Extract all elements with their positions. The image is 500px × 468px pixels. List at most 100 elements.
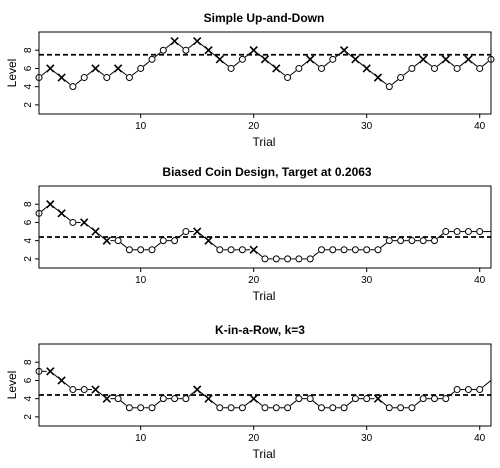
data-point-circle [374, 246, 382, 254]
data-point-circle [408, 64, 416, 72]
data-point-circle [35, 209, 43, 217]
data-point-circle [272, 255, 280, 263]
x-axis-label: Trial [253, 135, 276, 149]
data-point-cross [102, 236, 111, 245]
data-point-cross [46, 200, 55, 209]
series-segment [120, 242, 127, 248]
data-point-circle [69, 218, 77, 226]
data-point-circle [125, 246, 133, 254]
y-axis-label: Level [5, 59, 19, 88]
y-axis-label: Level [5, 371, 19, 400]
y-tick-label: 6 [23, 65, 34, 71]
series-segment [233, 61, 240, 67]
y-tick-label: 4 [23, 83, 34, 89]
x-tick-label: 20 [248, 275, 260, 286]
data-point-cross [46, 367, 55, 376]
panel-simple-up-and-down: Simple Up-and-Down 2 4 6 8 10 20 30 40 Trial L… [5, 11, 495, 149]
plot-frame [38, 185, 492, 269]
data-point-circle [171, 395, 179, 403]
y-tick-label: 8 [23, 47, 34, 53]
data-point-circle [35, 74, 43, 82]
chart-title: Biased Coin Design, Target at 0.2063 [162, 165, 372, 179]
data-point-circle [103, 74, 111, 82]
data-point-circle [318, 404, 325, 412]
data-point-circle [306, 255, 314, 263]
data-point-cross [260, 55, 270, 64]
data-point-circle [431, 237, 438, 245]
data-point-cross [193, 227, 202, 236]
data-point-cross [57, 209, 66, 218]
data-point-circle [318, 246, 325, 254]
data-point-cross [362, 64, 371, 73]
data-point-circle [159, 237, 167, 245]
plot-area [35, 367, 492, 412]
data-point-cross [57, 376, 66, 385]
data-point-circle [408, 237, 416, 245]
data-point-circle [114, 395, 122, 403]
data-point-circle [340, 246, 348, 254]
data-point-circle [329, 246, 337, 254]
data-point-cross [272, 64, 281, 73]
data-point-circle [306, 395, 314, 403]
data-point-circle [171, 237, 179, 245]
y-axis: 2 4 6 8 [23, 47, 39, 108]
series-segment [154, 52, 161, 58]
data-point-circle [295, 255, 303, 263]
data-point-cross [215, 55, 224, 64]
series-segment [346, 400, 353, 406]
data-point-circle [261, 255, 269, 263]
data-point-circle [227, 64, 235, 72]
data-point-circle [464, 386, 472, 394]
data-point-circle [397, 74, 405, 82]
data-point-circle [397, 237, 405, 245]
x-axis-label: Trial [253, 289, 276, 303]
data-point-cross [339, 46, 349, 55]
series-segment [75, 79, 82, 85]
data-point-circle [476, 64, 484, 72]
data-point-circle [137, 404, 145, 412]
series-segment [448, 391, 455, 397]
data-point-circle [284, 74, 292, 82]
x-tick-label: 10 [135, 121, 147, 132]
data-point-cross [204, 394, 213, 403]
data-point-circle [125, 74, 133, 82]
data-point-circle [453, 64, 461, 72]
data-point-circle [487, 55, 495, 63]
data-point-circle [397, 404, 405, 412]
data-point-cross [193, 36, 202, 46]
data-point-circle [159, 46, 167, 54]
data-point-circle [476, 386, 484, 394]
data-point-circle [69, 386, 77, 394]
x-axis: 10 20 30 40 [135, 268, 486, 286]
data-point-circle [238, 55, 246, 63]
chart-title: K-in-a-Row, k=3 [215, 323, 305, 337]
x-axis-label: Trial [253, 447, 276, 461]
series-segment [290, 400, 297, 406]
data-point-cross [91, 64, 100, 73]
data-point-circle [284, 255, 292, 263]
data-point-cross [91, 227, 100, 236]
data-point-cross [204, 236, 213, 245]
data-point-circle [227, 246, 235, 254]
data-point-circle [385, 237, 393, 245]
data-point-cross [204, 46, 213, 55]
y-tick-label: 6 [23, 219, 34, 225]
y-axis: 2 4 6 8 [23, 359, 39, 420]
data-point-circle [216, 246, 224, 254]
data-point-circle [476, 228, 484, 236]
data-point-circle [442, 395, 450, 403]
data-point-circle [137, 246, 145, 254]
data-point-circle [318, 64, 325, 72]
data-point-circle [351, 246, 359, 254]
y-tick-label: 4 [23, 395, 34, 401]
data-point-cross [91, 385, 100, 394]
data-point-circle [464, 228, 472, 236]
data-point-circle [137, 64, 145, 72]
y-tick-label: 2 [23, 102, 34, 108]
panel-k-in-a-row: K-in-a-Row, k=3 2 4 6 8 10 20 30 40 Trial Leve… [5, 323, 492, 461]
data-point-cross [306, 55, 315, 64]
data-point-cross [249, 245, 258, 254]
x-tick-label: 10 [135, 275, 147, 286]
data-point-circle [284, 404, 292, 412]
panel-biased-coin-design: Biased Coin Design, Target at 0.2063 2 4 6… [23, 165, 492, 303]
